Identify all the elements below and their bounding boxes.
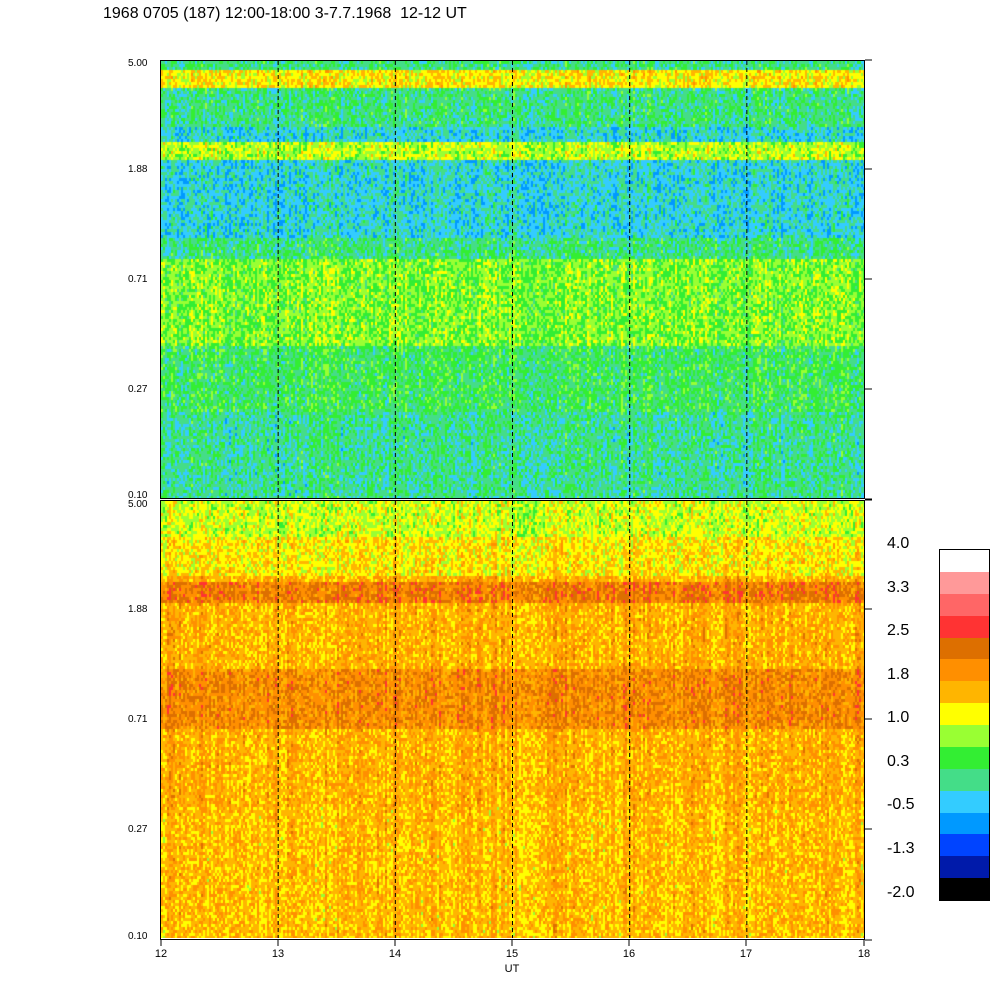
colorbar-label-3-3: 3.3	[887, 579, 910, 596]
ytick-top-188: 1.88	[128, 164, 148, 175]
colorbar-swatch	[940, 768, 989, 791]
colorbar-swatch	[940, 571, 989, 594]
spectrogram-top-panel	[161, 61, 864, 498]
colorbar-swatch	[940, 703, 989, 725]
colorbar-swatch	[940, 593, 989, 616]
xtick-13: 13	[271, 948, 285, 960]
colorbar-swatch	[940, 834, 989, 857]
colorbar-swatch	[940, 856, 989, 879]
colorbar-swatch	[940, 878, 989, 900]
ytick-bottom-188: 1.88	[128, 604, 148, 615]
xtick-17: 17	[739, 948, 753, 960]
colorbar-swatch	[940, 746, 989, 769]
ytick-bottom-071: 0.71	[128, 714, 148, 725]
chart-title: 1968 0705 (187) 12:00-18:00 3-7.7.1968 1…	[103, 5, 467, 22]
xtick-14: 14	[388, 948, 402, 960]
colorbar-label-1-8: 1.8	[887, 666, 910, 683]
colorbar-label-neg-2-0: -2.0	[887, 884, 915, 901]
gridlines-top	[277, 61, 748, 498]
ytick-top-010: 0.10	[128, 490, 148, 501]
colorbar-label-4-0: 4.0	[887, 535, 910, 552]
ytick-bottom-027: 0.27	[128, 824, 148, 835]
xtick-16: 16	[622, 948, 636, 960]
xtick-12: 12	[154, 948, 168, 960]
colorbar-swatch	[940, 725, 989, 747]
colorbar-swatch	[940, 637, 989, 660]
colorbar-swatch	[940, 615, 989, 638]
colorbar-swatch	[940, 550, 989, 572]
x-axis-title: UT	[504, 963, 520, 975]
colorbar-label-1-0: 1.0	[887, 709, 910, 726]
ytick-bottom-5: 5.00	[128, 499, 148, 510]
colorbar-label-2-5: 2.5	[887, 622, 910, 639]
colorbar-swatch	[940, 812, 989, 835]
colorbar-label-neg-1-3: -1.3	[887, 840, 915, 857]
xtick-15: 15	[505, 948, 519, 960]
gridlines-bottom	[277, 501, 748, 938]
xtick-18: 18	[857, 948, 871, 960]
spectrogram-bottom-panel	[161, 501, 864, 938]
ytick-top-027: 0.27	[128, 384, 148, 395]
ytick-top-5: 5.00	[128, 58, 148, 69]
colorbar	[939, 549, 990, 901]
colorbar-swatch	[940, 659, 989, 682]
colorbar-swatch	[940, 681, 989, 704]
ytick-bottom-010: 0.10	[128, 931, 148, 942]
colorbar-label-0-3: 0.3	[887, 753, 910, 770]
ytick-top-071: 0.71	[128, 274, 148, 285]
colorbar-swatch	[940, 790, 989, 813]
colorbar-label-neg-0-5: -0.5	[887, 796, 915, 813]
